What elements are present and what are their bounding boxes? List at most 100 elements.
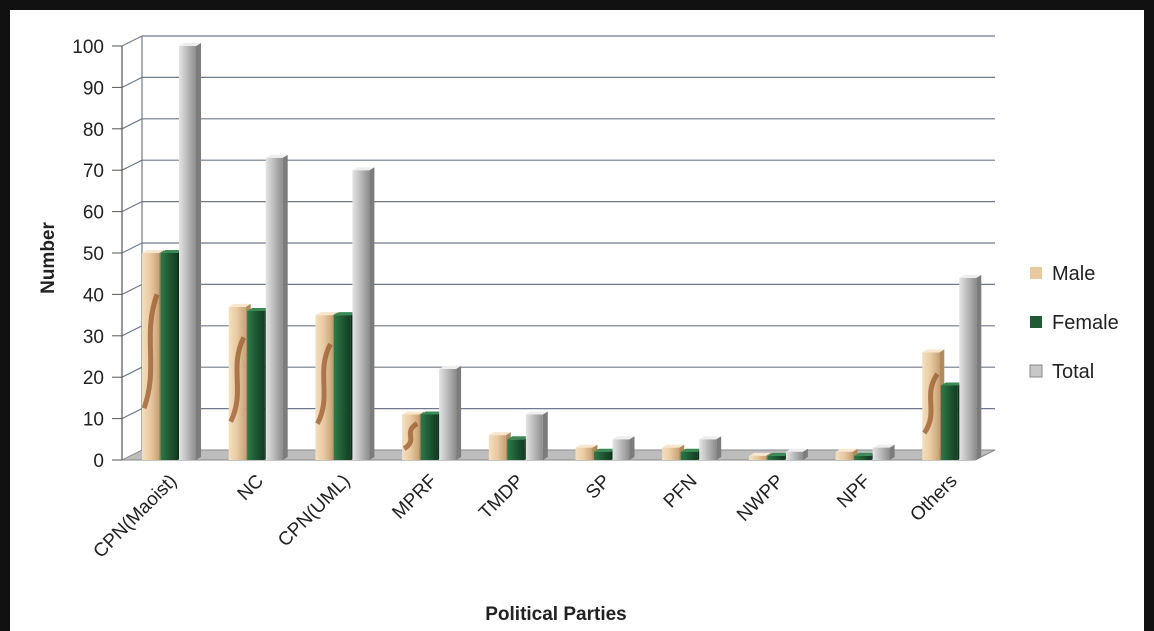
bar-total-3	[439, 365, 462, 460]
bar-front	[575, 447, 593, 460]
bar-front	[247, 310, 265, 460]
bar-top	[699, 436, 722, 440]
gridline-depth	[121, 35, 143, 47]
bar-top	[662, 444, 685, 448]
bar-front	[488, 435, 506, 460]
x-tick-label: NWPP	[733, 471, 788, 526]
bar-top	[767, 452, 790, 456]
y-tick-label: 60	[83, 203, 104, 224]
y-tick-label: 100	[72, 37, 104, 58]
gridline-depth	[121, 159, 143, 171]
x-tick-label: PFN	[660, 471, 702, 513]
bar-top	[142, 250, 164, 253]
bar-top	[265, 154, 288, 158]
bar-top	[959, 274, 982, 278]
bar-front	[507, 439, 525, 460]
gridline-depth	[121, 201, 143, 213]
bar-side	[889, 444, 895, 460]
bar-texture	[402, 421, 419, 451]
x-tick-label: NPF	[833, 471, 875, 513]
bar-top	[748, 452, 771, 456]
bar-total-7	[785, 448, 808, 460]
bar-front	[420, 414, 438, 460]
bar-side	[282, 154, 288, 460]
y-tick-label: 80	[83, 120, 104, 141]
bar-top	[835, 448, 858, 452]
gridline-depth	[121, 283, 143, 295]
bar-front	[662, 447, 680, 460]
bar-top	[922, 349, 945, 353]
bar-texture	[922, 372, 940, 435]
y-tick-label: 10	[83, 410, 104, 431]
x-tick-label: TMDP	[475, 471, 528, 524]
bar-top	[228, 303, 251, 307]
bar-front	[333, 315, 351, 460]
bar-top	[402, 411, 425, 415]
bar-side	[629, 436, 635, 460]
bar-top	[785, 448, 808, 452]
bar-side	[456, 365, 462, 460]
bar-top	[854, 452, 877, 456]
bar-front	[525, 414, 543, 460]
x-tick-label: CPN(Maoist)	[90, 471, 182, 563]
bar-total-0	[179, 43, 201, 460]
bar-top	[439, 365, 462, 369]
bar-top	[160, 250, 183, 253]
bar-top	[352, 167, 375, 171]
y-tick-label: 30	[83, 327, 104, 348]
gridline-depth	[121, 242, 143, 254]
bar-texture	[228, 336, 246, 423]
legend-label-male: Male	[1052, 263, 1095, 285]
bar-front	[594, 451, 611, 460]
bar-front	[959, 277, 977, 460]
bar-front	[179, 46, 196, 460]
bars	[141, 43, 982, 460]
bar-front	[352, 170, 370, 460]
bar-front	[940, 385, 958, 460]
y-tick-label: 40	[83, 285, 104, 306]
bar-top	[680, 448, 703, 452]
x-tick-label: Others	[906, 471, 961, 526]
x-tick-label: CPN(UML)	[274, 471, 355, 552]
bar-top	[420, 411, 443, 415]
y-axis: 0 10 20 30 40 50 60 70 80 90 100	[72, 37, 123, 472]
bar-front	[854, 455, 872, 460]
bar-front	[439, 368, 457, 460]
bar-total-1	[265, 154, 288, 460]
y-tick-label: 0	[93, 451, 104, 472]
bar-top	[179, 43, 201, 46]
x-tick-label: SP	[582, 471, 615, 504]
x-tick-label: MPRF	[388, 471, 441, 524]
bar-front	[872, 447, 890, 460]
legend-label-total: Total	[1052, 361, 1094, 383]
bar-front	[835, 451, 853, 460]
bar-top	[872, 444, 895, 448]
bar-top	[525, 411, 548, 415]
bar-front	[612, 439, 630, 460]
y-tick-label: 90	[83, 78, 104, 99]
bar-front	[680, 451, 698, 460]
bar-total-2	[352, 167, 375, 460]
gridline-depth	[121, 408, 143, 420]
bar-total-4	[525, 411, 548, 460]
y-tick-label: 20	[83, 368, 104, 389]
bar-texture	[315, 342, 333, 425]
bar-front	[785, 451, 803, 460]
bar-side	[369, 167, 375, 460]
bar-top	[333, 312, 356, 316]
bar-total-5	[612, 436, 635, 460]
bar-total-6	[699, 436, 722, 460]
gridline-depth	[121, 366, 143, 378]
bar-top	[315, 312, 338, 316]
bar-front	[265, 157, 283, 460]
bar-top	[940, 382, 963, 386]
gridline-depth	[121, 118, 143, 130]
bar-male-8	[835, 448, 858, 460]
bar-top	[612, 436, 635, 440]
y-axis-title: Number	[38, 222, 59, 294]
x-axis: CPN(Maoist) NC CPN(UML) MPRF TMDP SP PFN NWPP NP…	[90, 471, 962, 563]
bar-side	[542, 411, 548, 460]
bar-texture	[141, 293, 160, 410]
bar-side	[716, 436, 722, 460]
